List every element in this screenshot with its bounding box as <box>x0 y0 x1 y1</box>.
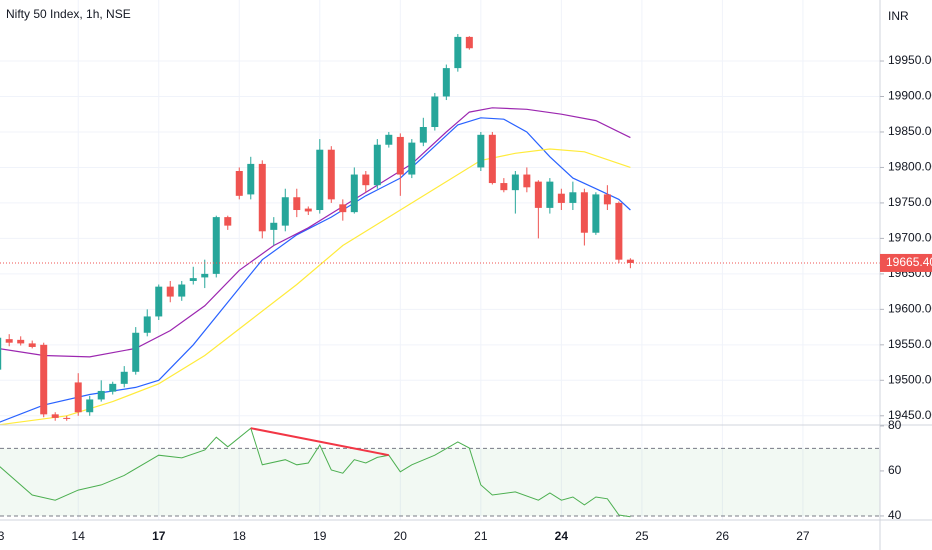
candle-body <box>132 332 140 372</box>
candle-body <box>500 183 508 191</box>
candle-body <box>201 273 209 278</box>
candle-body <box>419 127 427 143</box>
candle-body <box>109 383 117 392</box>
candle-body <box>350 174 358 213</box>
candle-body <box>373 144 381 186</box>
ma-line <box>0 117 631 423</box>
candle-body <box>28 343 36 347</box>
x-tick-label: 19 <box>313 529 327 543</box>
candle-body <box>580 192 588 233</box>
candle-body <box>511 174 519 191</box>
candle-body <box>97 390 105 400</box>
candle-body <box>120 371 128 384</box>
rsi-tick-label: 80 <box>888 418 902 432</box>
candle-body <box>63 417 71 419</box>
candle-body <box>281 197 289 226</box>
rsi-tick-label: 40 <box>888 508 902 522</box>
y-tick-label: 19900.00 <box>888 89 932 103</box>
candle-body <box>385 134 393 145</box>
candle-body <box>86 399 94 413</box>
candle-body <box>603 194 611 205</box>
candle-body <box>189 278 197 281</box>
rsi-band-fill <box>0 448 880 516</box>
ma-line <box>0 148 631 426</box>
y-tick-label: 19950.00 <box>888 53 932 67</box>
y-tick-label: 19600.00 <box>888 302 932 316</box>
candle-body <box>0 337 2 370</box>
candle-body <box>477 134 485 168</box>
candle-body <box>442 68 450 97</box>
candle-body <box>488 134 496 184</box>
candle-body <box>316 149 324 211</box>
x-tick-label: 24 <box>555 529 569 543</box>
candle-body <box>51 414 59 418</box>
candle-body <box>5 339 13 343</box>
candle-body <box>339 204 347 213</box>
candle-body <box>155 286 163 317</box>
divergence-line <box>250 427 389 457</box>
plot <box>0 0 880 520</box>
x-tick-label: 13 <box>0 529 5 543</box>
candle-body <box>293 197 301 211</box>
last-price-label: 19665.40 <box>886 255 932 269</box>
y-tick-label: 19700.00 <box>888 231 932 245</box>
candle-body <box>454 36 462 69</box>
candle-body <box>523 174 531 188</box>
y-tick-label: 19500.00 <box>888 372 932 386</box>
x-tick-label: 17 <box>152 529 166 543</box>
candle-body <box>17 339 25 344</box>
candle-body <box>546 181 554 208</box>
candle-body <box>224 217 232 226</box>
chart-title: Nifty 50 Index, 1h, NSE <box>6 7 131 21</box>
candle-body <box>557 193 565 203</box>
y-tick-label: 19800.00 <box>888 160 932 174</box>
last-price-tag <box>880 253 932 272</box>
candle-body <box>74 382 82 413</box>
candle-body <box>212 217 220 274</box>
x-tick-label: 18 <box>233 529 247 543</box>
candle-body <box>626 259 634 263</box>
rsi-line <box>0 427 631 518</box>
x-tick-label: 20 <box>394 529 408 543</box>
currency[interactable]: INR <box>888 9 909 23</box>
x-tick-label: 25 <box>635 529 649 543</box>
y-tick-label: 19850.00 <box>888 124 932 138</box>
candle-body <box>465 36 473 49</box>
candle-body <box>166 286 174 297</box>
candle-body <box>362 174 370 186</box>
candle-body <box>408 142 416 175</box>
candle-body <box>396 136 404 175</box>
candle-body <box>304 208 312 212</box>
candle-body <box>247 163 255 195</box>
x-tick-label: 14 <box>72 529 86 543</box>
candle-body <box>431 96 439 128</box>
candle-body <box>615 202 623 260</box>
y-tick-label: 19450.00 <box>888 408 932 422</box>
x-tick-label: 27 <box>796 529 810 543</box>
x-tick-label: 26 <box>716 529 730 543</box>
candle-body <box>235 170 243 196</box>
x-tick-label: 21 <box>474 529 488 543</box>
y-tick-label: 19750.00 <box>888 195 932 209</box>
candle-body <box>592 194 600 233</box>
candle-body <box>327 149 335 200</box>
candle-body <box>569 192 577 203</box>
candle-body <box>534 181 542 208</box>
candle-body <box>143 316 151 333</box>
rsi-tick-label: 60 <box>888 463 902 477</box>
y-tick-label: 19550.00 <box>888 337 932 351</box>
candle-body <box>270 222 278 230</box>
candle-body <box>178 284 186 297</box>
candle-body <box>258 163 266 232</box>
candle-body <box>40 344 48 415</box>
